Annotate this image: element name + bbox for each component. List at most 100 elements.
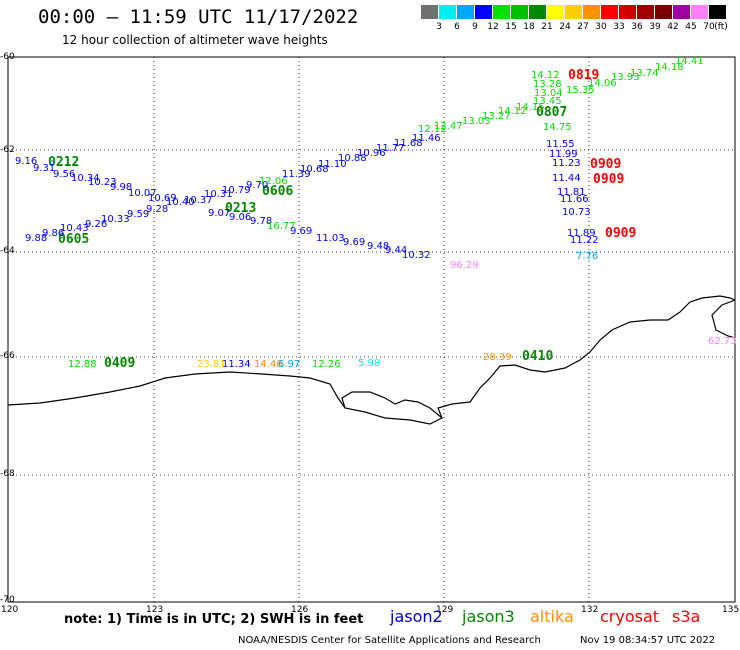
y-tick-label: -66 (0, 351, 15, 361)
credit-line: NOAA/NESDIS Center for Satellite Applica… (238, 635, 541, 646)
swh-value: 14.18 (655, 62, 684, 73)
swh-value: 11.81 (557, 187, 586, 198)
legend-label: 36 (631, 22, 643, 32)
legend-swatch (601, 5, 618, 19)
map-frame (7, 56, 736, 603)
swh-value: 28.39 (483, 352, 512, 363)
footer-note: note: 1) Time is in UTC; 2) SWH is in fe… (64, 612, 364, 627)
swh-value: 11.89 (567, 228, 596, 239)
swh-value: 14.06 (588, 78, 617, 89)
swh-value: 9.70 (246, 180, 268, 191)
map-subtitle: 12 hour collection of altimeter wave hei… (62, 33, 328, 47)
satellite-s3a: s3a (672, 607, 701, 626)
legend-swatch (565, 5, 582, 19)
swh-value: 10.33 (101, 214, 130, 225)
swh-value: 14.12 (498, 106, 527, 117)
swh-value: 13.74 (630, 68, 659, 79)
swh-value: 14.48 (254, 359, 283, 370)
swh-value: 11.03 (316, 233, 345, 244)
coastline-island (711, 299, 736, 339)
swh-value: 11.55 (546, 139, 575, 150)
swh-value: 10.32 (402, 250, 431, 261)
legend-swatch (691, 5, 708, 19)
coastline (7, 295, 736, 425)
pass-label: 0819 (568, 68, 599, 83)
x-tick-label: 135 (722, 605, 740, 615)
y-tick-label: -62 (0, 145, 15, 155)
x-tick-label: 126 (291, 605, 309, 615)
satellite-jason2: jason2 (390, 607, 443, 626)
swh-value: 7.76 (576, 251, 598, 262)
swh-value: 10.69 (148, 193, 177, 204)
legend-swatch (511, 5, 528, 19)
pass-label: 0212 (48, 155, 79, 170)
swh-value: 10.23 (88, 177, 117, 188)
legend-swatch (457, 5, 474, 19)
x-tick-label: 129 (436, 605, 454, 615)
swh-value: 13.28 (533, 79, 562, 90)
swh-value: 12.47 (434, 121, 463, 132)
swh-value: 11.44 (552, 173, 581, 184)
coastline-inlet (341, 391, 443, 419)
y-tick-label: -68 (0, 469, 15, 479)
legend-swatch (439, 5, 456, 19)
legend-label: 45 (685, 22, 697, 32)
swh-value: 9.88 (25, 233, 47, 244)
legend-label: 30 (595, 22, 607, 32)
map-title: 00:00 – 11:59 UTC 11/17/2022 (38, 6, 359, 28)
swh-value: 9.69 (343, 237, 365, 248)
legend-swatch (529, 5, 546, 19)
swh-value: 11.10 (318, 159, 347, 170)
x-tick-label: 132 (581, 605, 599, 615)
swh-value: 9.16 (15, 156, 37, 167)
pass-label: 0807 (536, 105, 567, 120)
legend-label: 27 (577, 22, 589, 32)
legend-label: 33 (613, 22, 625, 32)
swh-value: 11.68 (394, 138, 423, 149)
swh-value: 11.66 (560, 194, 589, 205)
legend-label: 12 (487, 22, 499, 32)
swh-value: 12.88 (68, 359, 97, 370)
pass-label: 0909 (593, 172, 624, 187)
swh-value: 62.73 (708, 336, 737, 347)
swh-value: 10.40 (166, 197, 195, 208)
swh-value: 10.31 (204, 189, 233, 200)
swh-value: 13.45 (533, 96, 562, 107)
swh-value: 14.75 (543, 122, 572, 133)
legend-swatch (709, 5, 726, 19)
swh-value: 9.06 (229, 212, 251, 223)
swh-value: 10.34 (71, 173, 100, 184)
swh-value: 10.79 (222, 185, 251, 196)
satellite-cryosat: cryosat (600, 607, 660, 626)
pass-label: 0409 (104, 356, 135, 371)
legend-label: 24 (559, 22, 571, 32)
y-tick-label: -70 (0, 595, 15, 605)
x-tick-label: 120 (1, 605, 19, 615)
swh-value: 9.98 (110, 182, 132, 193)
legend-swatch (421, 5, 438, 19)
satellite-jason3: jason3 (462, 607, 515, 626)
swh-value: 16.77 (267, 221, 296, 232)
legend-label: 18 (523, 22, 535, 32)
swh-value: 14.15 (516, 102, 545, 113)
swh-value: 10.07 (128, 188, 157, 199)
swh-value: 12.26 (312, 359, 341, 370)
swh-value: 13.03 (462, 116, 491, 127)
swh-value: 9.48 (367, 241, 389, 252)
legend-label: 15 (505, 22, 517, 32)
swh-value: 10.68 (300, 164, 329, 175)
swh-value: 12.06 (259, 176, 288, 187)
swh-value: 10.37 (184, 195, 213, 206)
legend-swatch (619, 5, 636, 19)
legend-label: 21 (541, 22, 553, 32)
swh-value: 9.28 (146, 204, 168, 215)
swh-value: 23.81 (197, 359, 226, 370)
pass-label: 0605 (58, 232, 89, 247)
swh-value: 5.98 (358, 358, 380, 369)
legend-label: 42 (667, 22, 679, 32)
swh-value: 96.29 (450, 260, 479, 271)
swh-value: 10.73 (562, 207, 591, 218)
swh-value: 9.56 (53, 169, 75, 180)
legend-label: 3 (436, 22, 442, 32)
